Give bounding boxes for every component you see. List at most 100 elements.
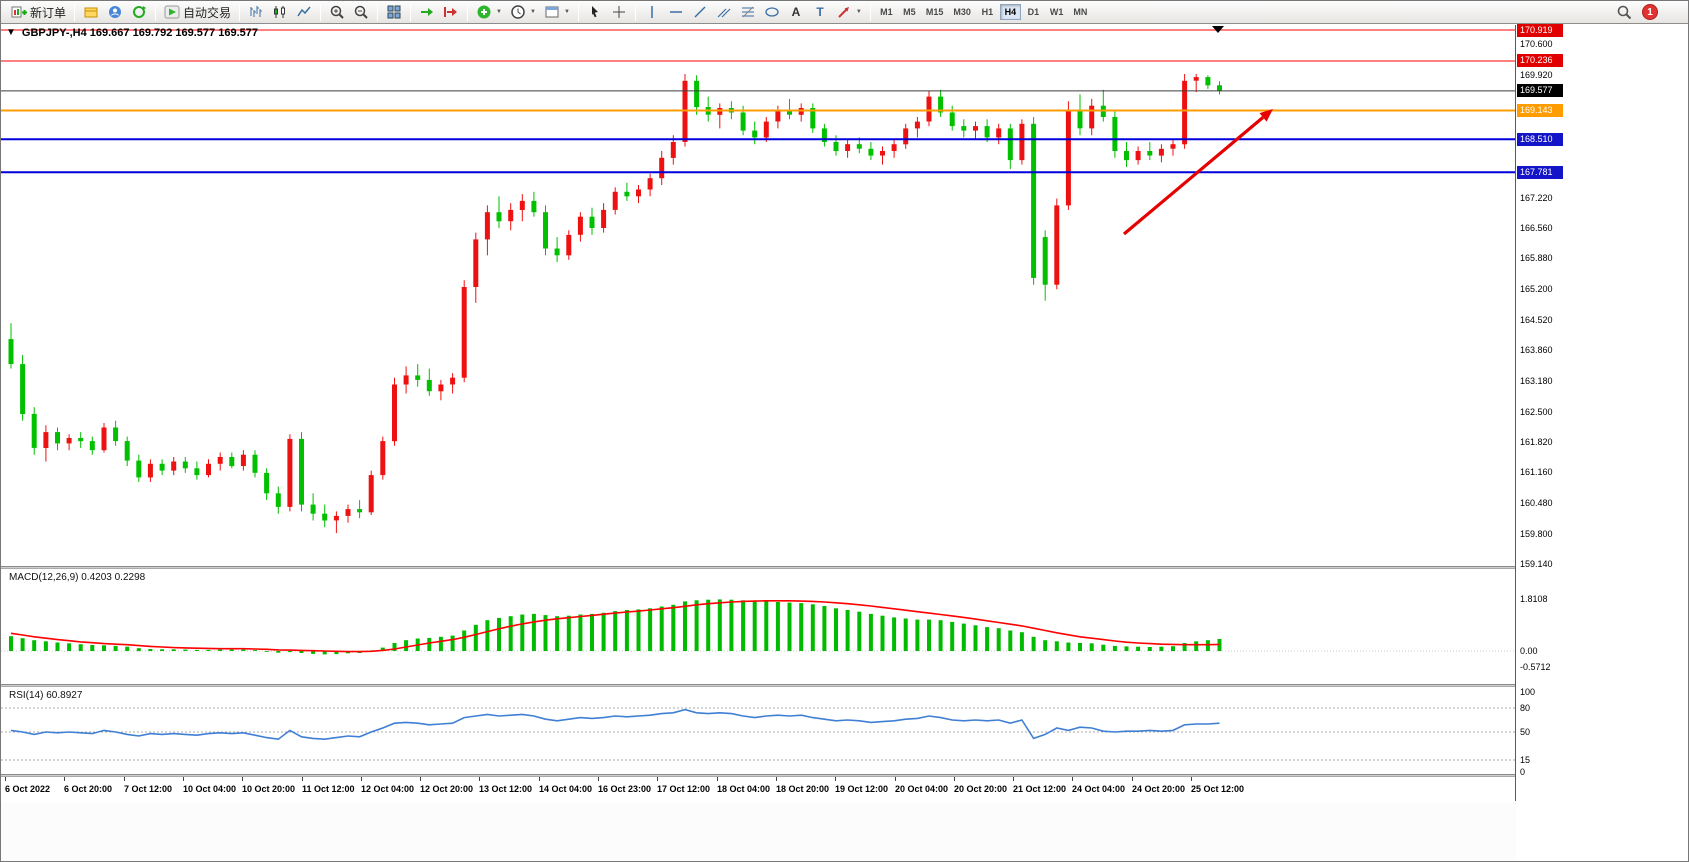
time-tick bbox=[64, 777, 65, 781]
tile-windows-button[interactable] bbox=[383, 2, 405, 22]
time-label: 7 Oct 12:00 bbox=[124, 784, 173, 794]
price-tick: 160.480 bbox=[1520, 498, 1553, 508]
new-order-button[interactable]: 新订单 bbox=[8, 2, 69, 23]
time-label: 11 Oct 12:00 bbox=[302, 784, 355, 794]
svg-text:T: T bbox=[816, 5, 824, 19]
timeframe-m1[interactable]: M1 bbox=[880, 7, 893, 17]
candle-chart-mode-button[interactable] bbox=[269, 2, 291, 22]
pane-splitter[interactable] bbox=[1, 684, 1688, 687]
time-axis[interactable]: 6 Oct 2022 6 Oct 20:00 7 Oct 12:00 10 Oct 0… bbox=[1, 777, 1515, 803]
timeframe-m30[interactable]: M30 bbox=[953, 7, 971, 17]
vertical-line-button[interactable] bbox=[641, 2, 663, 22]
timeframe-h4[interactable]: H4 bbox=[999, 4, 1021, 20]
pane-splitter[interactable] bbox=[1, 566, 1688, 569]
text-label-icon: T bbox=[816, 5, 824, 19]
pane-splitter[interactable] bbox=[1, 774, 1688, 777]
auto-trading-label: 自动交易 bbox=[183, 5, 232, 20]
search-icon[interactable] bbox=[1616, 4, 1632, 20]
candle-chart-mode-icon bbox=[274, 6, 286, 18]
svg-text:A: A bbox=[792, 5, 801, 19]
line-chart-mode-button[interactable] bbox=[293, 2, 315, 22]
zoom-in-button[interactable] bbox=[326, 2, 348, 22]
toolbar: 新订单 自动交易 ▼ ▼ ▼ A T ▼ M1 M5 M15 M30 H1 H4 D1 W1 MN 1 bbox=[1, 1, 1688, 24]
time-tick bbox=[835, 777, 836, 781]
time-label: 18 Oct 04:00 bbox=[717, 784, 771, 794]
time-label: 6 Oct 2022 bbox=[5, 784, 51, 794]
time-label: 19 Oct 12:00 bbox=[835, 784, 889, 794]
notification-badge[interactable]: 1 bbox=[1642, 4, 1658, 20]
macd-pane[interactable] bbox=[1, 569, 1515, 684]
time-tick bbox=[598, 777, 599, 781]
time-label: 6 Oct 20:00 bbox=[64, 784, 113, 794]
timeframe-m5[interactable]: M5 bbox=[903, 7, 916, 17]
toolbar-separator bbox=[74, 3, 76, 21]
toolbar-groups: 新订单 自动交易 ▼ ▼ ▼ A T ▼ M1 M5 M15 M30 H1 H4 D1 W1 MN bbox=[5, 2, 1616, 23]
fibonacci-icon bbox=[741, 6, 754, 18]
templates-button[interactable]: ▼ bbox=[541, 2, 573, 22]
time-tick bbox=[776, 777, 777, 781]
time-tick bbox=[361, 777, 362, 781]
rsi-label[interactable]: RSI(14) 60.8927 bbox=[9, 690, 83, 701]
bar-chart-mode-button[interactable] bbox=[245, 2, 267, 22]
timeframe-m15[interactable]: M15 bbox=[925, 7, 944, 17]
rsi-scale-tick: 50 bbox=[1520, 727, 1531, 737]
equidistant-channel-button[interactable] bbox=[713, 2, 735, 22]
charts-window-button[interactable] bbox=[80, 2, 102, 22]
auto-trading-button[interactable]: 自动交易 bbox=[161, 2, 234, 23]
macd-label[interactable]: MACD(12,26,9) 0.4203 0.2298 bbox=[9, 572, 146, 583]
horizontal-line-button[interactable] bbox=[665, 2, 687, 22]
price-badge: 169.577 bbox=[1517, 84, 1563, 97]
trendline-button[interactable] bbox=[689, 2, 711, 22]
time-label: 21 Oct 12:00 bbox=[1013, 784, 1067, 794]
timeframe-h1[interactable]: H1 bbox=[981, 7, 994, 17]
auto-scroll-icon bbox=[421, 8, 434, 16]
rsi-scale-tick: 100 bbox=[1520, 687, 1536, 697]
time-tick bbox=[1191, 777, 1192, 781]
symbol-dropdown-icon[interactable]: ▼ bbox=[6, 27, 16, 38]
crosshair-button[interactable] bbox=[608, 2, 630, 22]
auto-scroll-button[interactable] bbox=[416, 2, 438, 22]
chart-shift-button[interactable] bbox=[440, 2, 462, 22]
main-chart[interactable] bbox=[1, 25, 1515, 566]
trend-arrow-annotation[interactable] bbox=[1122, 109, 1273, 236]
text-label-button[interactable]: T bbox=[809, 2, 831, 22]
time-label: 25 Oct 12:00 bbox=[1191, 784, 1245, 794]
price-tick: 165.880 bbox=[1520, 253, 1553, 263]
price-scale[interactable]: 170.600 169.920 167.220 166.560 165.880 165.2… bbox=[1516, 1, 1688, 861]
toolbar-separator bbox=[410, 3, 412, 21]
timeframe-mn[interactable]: MN bbox=[1073, 7, 1088, 17]
fibonacci-button[interactable] bbox=[737, 2, 759, 22]
shapes-icon bbox=[765, 7, 779, 17]
time-tick bbox=[1013, 777, 1014, 781]
time-tick bbox=[302, 777, 303, 781]
periods-button[interactable]: ▼ bbox=[507, 2, 539, 22]
time-label: 18 Oct 20:00 bbox=[776, 784, 830, 794]
toolbar-separator bbox=[577, 3, 579, 21]
market-watch-button[interactable] bbox=[104, 2, 126, 22]
toolbar-separator bbox=[467, 3, 469, 21]
time-tick bbox=[420, 777, 421, 781]
time-label: 10 Oct 20:00 bbox=[242, 784, 296, 794]
zoom-out-button[interactable] bbox=[350, 2, 372, 22]
rsi-pane[interactable] bbox=[1, 687, 1515, 774]
timeframe-d1[interactable]: D1 bbox=[1027, 7, 1040, 17]
cursor-button[interactable] bbox=[584, 2, 606, 22]
price-tick: 164.520 bbox=[1520, 315, 1553, 325]
macd-scale-tick: 1.8108 bbox=[1520, 594, 1548, 604]
time-label: 24 Oct 20:00 bbox=[1132, 784, 1186, 794]
price-tick: 163.180 bbox=[1520, 376, 1553, 386]
price-tick: 162.500 bbox=[1520, 407, 1553, 417]
shapes-button[interactable] bbox=[761, 2, 783, 22]
arrow-objects-button[interactable]: ▼ bbox=[833, 2, 865, 22]
timeframe-w1[interactable]: W1 bbox=[1049, 7, 1064, 17]
chart-shift-marker[interactable] bbox=[1212, 26, 1224, 33]
navigator-button[interactable] bbox=[128, 2, 150, 22]
time-tick bbox=[895, 777, 896, 781]
trendline-icon bbox=[694, 6, 706, 18]
vertical-line-icon bbox=[651, 6, 653, 18]
price-tick: 159.800 bbox=[1520, 529, 1553, 539]
price-tick: 167.220 bbox=[1520, 193, 1553, 203]
text-button[interactable]: A bbox=[785, 2, 807, 22]
time-tick bbox=[539, 777, 540, 781]
indicators-button[interactable]: ▼ bbox=[473, 2, 505, 22]
